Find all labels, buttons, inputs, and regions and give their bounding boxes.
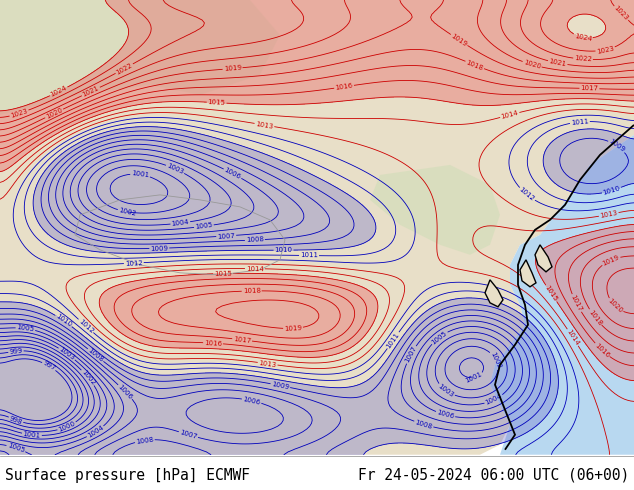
- Text: 999: 999: [9, 347, 23, 355]
- Text: 1007: 1007: [217, 232, 235, 240]
- Polygon shape: [490, 0, 634, 455]
- Text: 1009: 1009: [271, 381, 290, 390]
- Text: 1005: 1005: [6, 442, 25, 454]
- Polygon shape: [520, 260, 536, 287]
- Text: 1024: 1024: [49, 85, 68, 98]
- Text: 1006: 1006: [223, 167, 242, 180]
- Text: 1020: 1020: [607, 298, 624, 315]
- Text: 1016: 1016: [335, 82, 353, 91]
- Text: Surface pressure [hPa] ECMWF: Surface pressure [hPa] ECMWF: [5, 467, 250, 483]
- Text: 1008: 1008: [87, 347, 105, 363]
- Polygon shape: [0, 0, 280, 115]
- Text: 1009: 1009: [150, 245, 169, 251]
- Text: 1012: 1012: [518, 187, 536, 202]
- Text: 1002: 1002: [80, 368, 96, 386]
- Text: 1006: 1006: [117, 383, 134, 400]
- Text: 1009: 1009: [608, 138, 626, 153]
- Text: Fr 24-05-2024 06:00 UTC (06+00): Fr 24-05-2024 06:00 UTC (06+00): [358, 467, 629, 483]
- Text: 1000: 1000: [58, 420, 76, 433]
- Text: 1013: 1013: [599, 210, 618, 219]
- Text: 1004: 1004: [86, 424, 105, 439]
- Text: 998: 998: [9, 415, 23, 425]
- Text: 1002: 1002: [489, 351, 502, 370]
- Text: 1021: 1021: [548, 58, 567, 68]
- Text: 1022: 1022: [574, 55, 592, 63]
- Text: 1010: 1010: [55, 313, 73, 328]
- Text: 1010: 1010: [275, 247, 292, 253]
- Text: 1011: 1011: [300, 252, 318, 259]
- Text: 1005: 1005: [195, 222, 213, 230]
- Text: 1015: 1015: [544, 284, 559, 302]
- Text: 1023: 1023: [596, 45, 615, 54]
- Text: 1020: 1020: [522, 59, 541, 70]
- Polygon shape: [485, 280, 503, 307]
- Text: 1018: 1018: [587, 309, 603, 326]
- Text: 1017: 1017: [569, 294, 583, 313]
- Text: 1016: 1016: [593, 342, 611, 359]
- Text: 1018: 1018: [465, 59, 484, 71]
- Text: 1004: 1004: [171, 219, 190, 227]
- Text: 1019: 1019: [450, 32, 469, 48]
- Text: 1022: 1022: [115, 62, 134, 75]
- Text: 1011: 1011: [385, 331, 401, 349]
- Text: 1005: 1005: [430, 330, 448, 345]
- Text: 1023: 1023: [613, 4, 630, 22]
- Text: 1006: 1006: [436, 410, 455, 420]
- Text: 1015: 1015: [207, 99, 226, 106]
- Polygon shape: [370, 165, 500, 255]
- Text: 1008: 1008: [414, 419, 433, 430]
- Text: 1017: 1017: [233, 336, 252, 344]
- Text: 1002: 1002: [118, 207, 137, 217]
- Text: 1011: 1011: [571, 118, 589, 126]
- Text: 1001: 1001: [131, 171, 150, 179]
- Text: 1001: 1001: [464, 371, 483, 384]
- Text: 1020: 1020: [45, 107, 63, 120]
- Text: 1019: 1019: [223, 65, 242, 72]
- Text: 1010: 1010: [602, 185, 621, 196]
- Polygon shape: [535, 245, 552, 272]
- Text: 1014: 1014: [246, 266, 264, 272]
- Text: 1019: 1019: [602, 254, 620, 267]
- Text: 1015: 1015: [214, 270, 232, 277]
- Text: 1018: 1018: [243, 288, 261, 294]
- Text: 1006: 1006: [242, 396, 261, 406]
- Text: 1008: 1008: [136, 436, 154, 444]
- Text: 1014: 1014: [566, 328, 580, 346]
- Text: 1003: 1003: [58, 346, 76, 362]
- Text: 1024: 1024: [574, 33, 592, 42]
- Text: 1001: 1001: [23, 431, 41, 439]
- Text: 1013: 1013: [258, 360, 277, 368]
- Text: 1007: 1007: [404, 345, 418, 364]
- Text: 1003: 1003: [437, 383, 455, 398]
- Polygon shape: [0, 0, 634, 455]
- Text: 1003: 1003: [165, 163, 184, 175]
- Text: 1004: 1004: [484, 393, 503, 406]
- Text: 1005: 1005: [16, 324, 35, 333]
- Text: 1008: 1008: [246, 237, 264, 244]
- Text: 1012: 1012: [125, 260, 143, 267]
- Text: 1017: 1017: [580, 85, 598, 92]
- Text: 1007: 1007: [179, 429, 198, 440]
- Text: 1021: 1021: [82, 85, 100, 98]
- Text: 1023: 1023: [10, 108, 29, 119]
- Text: 1013: 1013: [255, 121, 274, 129]
- Text: 997: 997: [42, 360, 56, 372]
- Text: 1016: 1016: [204, 340, 223, 347]
- Text: 1012: 1012: [77, 318, 94, 334]
- Text: 1019: 1019: [284, 325, 302, 332]
- Text: 1014: 1014: [500, 110, 519, 120]
